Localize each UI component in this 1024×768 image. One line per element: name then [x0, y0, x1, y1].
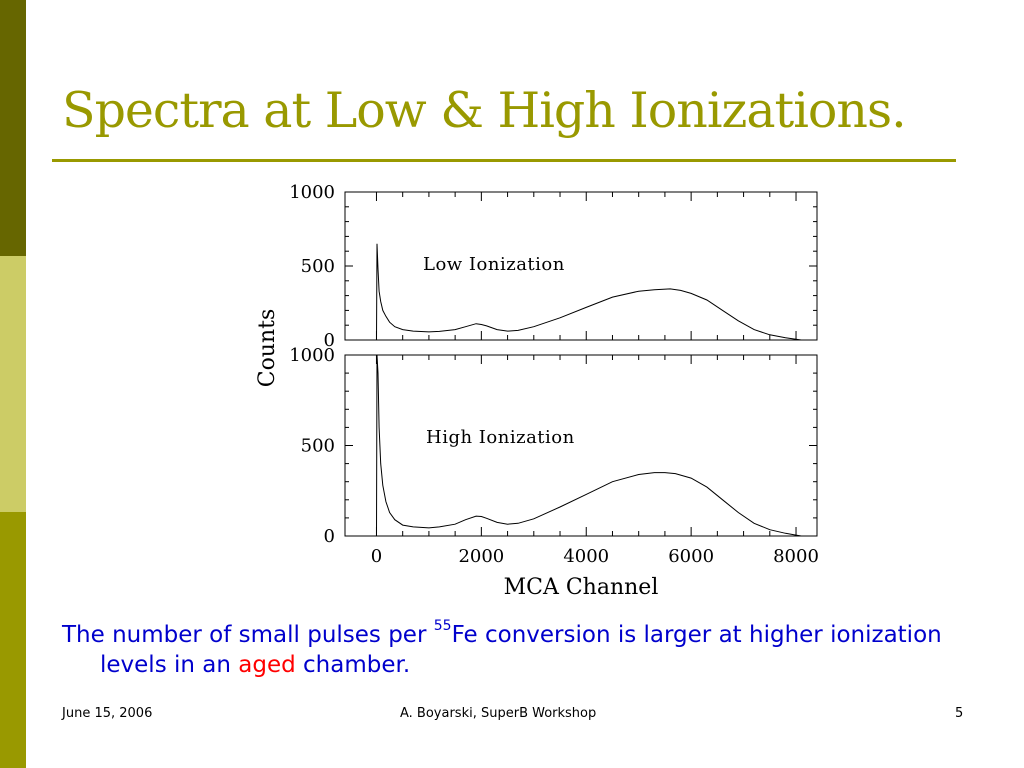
caption-pre: The number of small pulses per: [62, 622, 434, 648]
panel-label-1: Low Ionization: [423, 254, 565, 275]
caption-text: The number of small pulses per 55Fe conv…: [62, 618, 980, 680]
panel-label-2: High Ionization: [426, 427, 575, 448]
y-tick-label: 500: [301, 436, 335, 457]
y-tick-label: 0: [324, 330, 335, 351]
panel-frame-1: [344, 191, 818, 341]
decorative-bar-middle: [0, 256, 26, 512]
caption-post: chamber.: [295, 652, 411, 678]
footer-page-number: 5: [955, 706, 964, 721]
panel-frame-2: [344, 354, 818, 537]
caption-mid: Fe conversion is larger at higher ioniza…: [100, 622, 942, 678]
x-tick-label: 8000: [773, 546, 819, 567]
slide-title: Spectra at Low & High Ionizations.: [62, 82, 907, 139]
x-tick-label: 4000: [563, 546, 609, 567]
x-tick-label: 2000: [458, 546, 504, 567]
footer-author: A. Boyarski, SuperB Workshop: [400, 706, 597, 721]
x-axis-label: MCA Channel: [504, 575, 659, 600]
decorative-bar-bottom: [0, 512, 26, 768]
footer-date: June 15, 2006: [62, 706, 153, 721]
title-underline: [52, 159, 956, 162]
y-tick-label: 1000: [289, 182, 335, 203]
y-tick-label: 500: [301, 256, 335, 277]
x-tick-label: 0: [371, 546, 382, 567]
x-tick-label: 6000: [668, 546, 714, 567]
caption-highlight: aged: [238, 652, 296, 678]
y-tick-label: 1000: [289, 345, 335, 366]
series-line-2: [376, 354, 802, 537]
decorative-bar-top: [0, 0, 26, 256]
y-axis-label: Counts: [255, 309, 280, 388]
y-tick-label: 0: [324, 526, 335, 547]
caption-isotope-mass: 55: [433, 618, 452, 635]
spectra-chart: 0 500 1000 Low Ionization 0 500 1000 High Ioniz…: [255, 182, 819, 600]
series-line-1: [376, 243, 802, 341]
